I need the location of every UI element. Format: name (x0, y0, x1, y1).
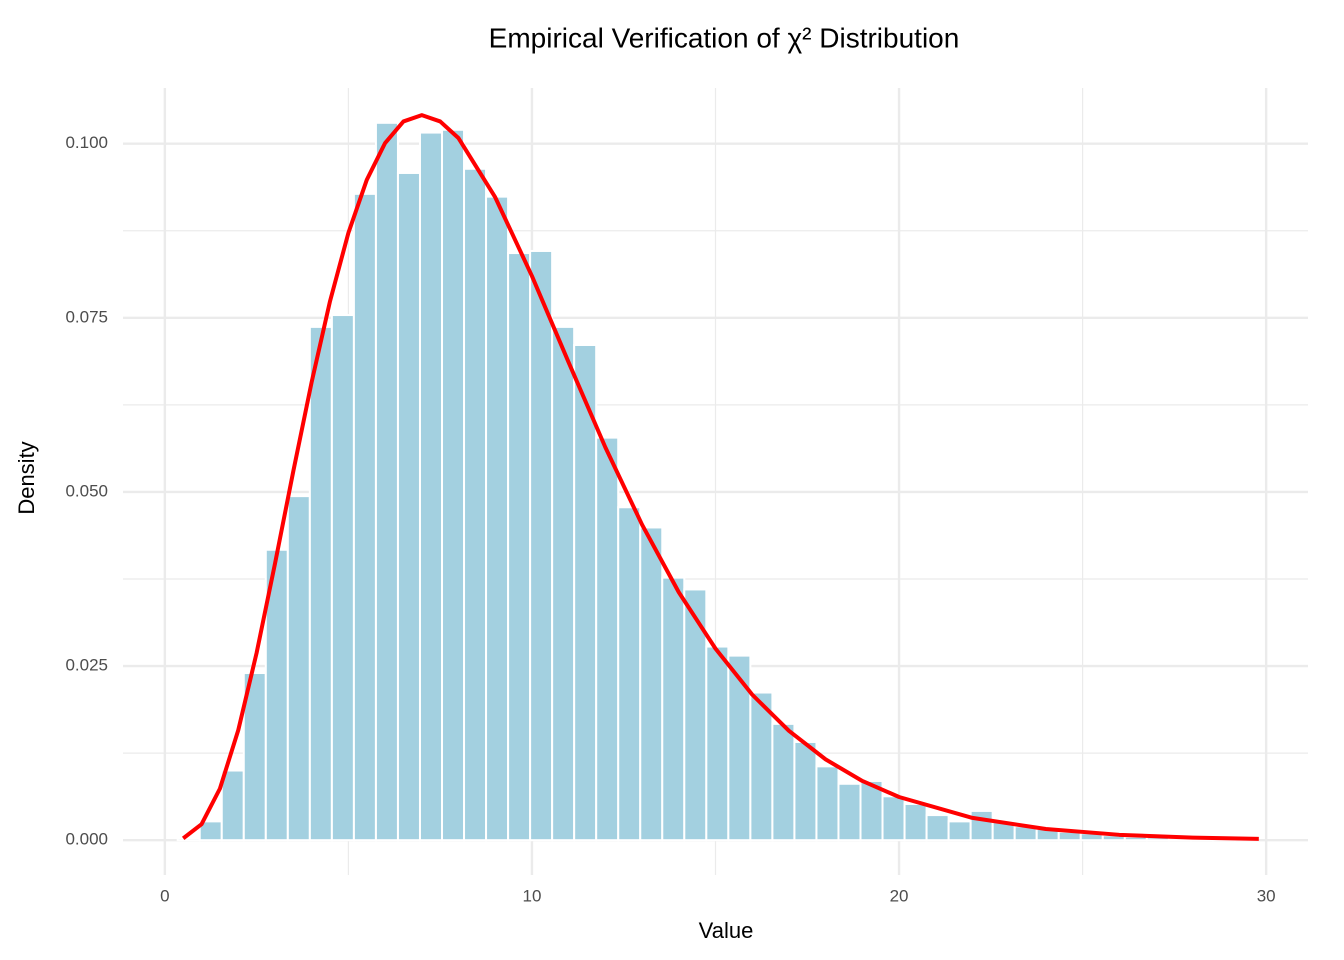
bar (903, 802, 928, 842)
bar (793, 740, 818, 842)
x-tick-label: 30 (1257, 886, 1276, 905)
x-tick-label: 10 (522, 886, 541, 905)
bar (639, 526, 664, 842)
bar (837, 782, 862, 842)
density-line (181, 113, 1259, 841)
bar (771, 722, 796, 842)
bar (485, 195, 510, 842)
bar (815, 765, 840, 842)
bar (529, 249, 554, 842)
x-tick-label: 0 (160, 886, 169, 905)
x-axis-title: Value (699, 918, 754, 943)
bar (463, 167, 488, 842)
y-axis-title: Density (14, 441, 39, 514)
bar (286, 495, 311, 842)
bar (308, 325, 333, 842)
bar (595, 436, 620, 842)
bar (617, 506, 642, 842)
bar (705, 645, 730, 842)
y-tick-label: 0.075 (65, 307, 108, 326)
bar (441, 128, 466, 842)
bar (661, 576, 686, 842)
bar (507, 252, 532, 842)
bar (418, 131, 444, 842)
chart-title: Empirical Verification of χ² Distributio… (489, 22, 960, 53)
bar (947, 820, 972, 842)
y-tick-label: 0.025 (65, 656, 108, 675)
bar (551, 325, 576, 842)
bar (220, 769, 245, 842)
bar (396, 171, 421, 842)
y-tick-label: 0.100 (65, 133, 108, 152)
bar (176, 837, 201, 842)
bar (749, 691, 774, 842)
y-tick-label: 0.050 (65, 481, 108, 500)
x-tick-label: 20 (890, 886, 909, 905)
bar (881, 795, 906, 842)
y-tick-label: 0.000 (65, 830, 108, 849)
bar (374, 121, 399, 842)
bar (925, 814, 950, 842)
bar (969, 809, 994, 842)
bar (727, 654, 752, 842)
bar (352, 192, 377, 842)
bar (330, 314, 355, 842)
